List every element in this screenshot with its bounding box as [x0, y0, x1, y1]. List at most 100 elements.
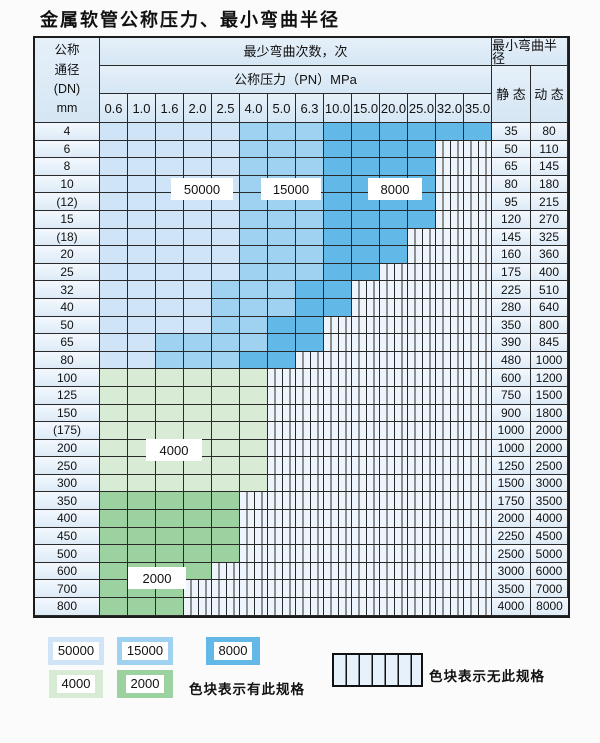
grid-cell-spec: [240, 386, 268, 405]
legend-swatch-8000: 8000: [206, 637, 260, 665]
grid-cell-spec: [324, 123, 352, 141]
grid-cell-no-spec: [436, 492, 464, 511]
grid-cell-no-spec: [436, 598, 464, 616]
grid-cell-spec: [100, 422, 128, 440]
grid-cell-no-spec: [408, 369, 436, 387]
grid-cell-spec: [184, 281, 212, 299]
legend-swatch-label: 15000: [121, 641, 169, 661]
grid-cell-no-spec: [436, 562, 464, 581]
static-radius-cell: 1250: [492, 457, 531, 475]
cycles-label-15000: 15000: [261, 178, 321, 200]
grid-cell-no-spec: [464, 386, 492, 405]
grid-cell-spec: [128, 457, 156, 475]
grid-cell-no-spec: [296, 457, 324, 475]
grid-cell-no-spec: [464, 316, 492, 335]
grid-cell-spec: [212, 334, 240, 352]
grid-cell-no-spec: [352, 562, 380, 581]
grid-cell-spec: [100, 404, 128, 423]
grid-cell-no-spec: [464, 527, 492, 546]
static-radius-cell: 750: [492, 386, 531, 405]
grid-cell-no-spec: [436, 298, 464, 317]
grid-cell-spec: [240, 246, 268, 264]
header-static: 静 态: [492, 66, 531, 123]
grid-cell-no-spec: [352, 439, 380, 458]
grid-cell-no-spec: [408, 562, 436, 581]
grid-cell-spec: [268, 228, 296, 247]
grid-cell-spec: [212, 422, 240, 440]
grid-cell-spec: [212, 123, 240, 141]
grid-cell-no-spec: [408, 404, 436, 423]
grid-cell-spec: [324, 228, 352, 247]
grid-cell-spec: [128, 228, 156, 247]
grid-cell-spec: [212, 492, 240, 511]
grid-cell-no-spec: [268, 369, 296, 387]
grid-cell-spec: [128, 175, 156, 194]
grid-cell-no-spec: [464, 457, 492, 475]
grid-cell-spec: [156, 457, 184, 475]
grid-cell-spec: [212, 457, 240, 475]
dn-cell: 250: [35, 457, 100, 475]
grid-cell-no-spec: [352, 492, 380, 511]
grid-cell-no-spec: [408, 545, 436, 563]
grid-cell-spec: [184, 510, 212, 528]
grid-cell-no-spec: [380, 351, 408, 370]
grid-cell-no-spec: [408, 439, 436, 458]
grid-cell-spec: [100, 334, 128, 352]
dynamic-radius-cell: 4000: [531, 510, 568, 528]
dn-cell: 450: [35, 527, 100, 546]
grid-cell-no-spec: [184, 580, 212, 599]
grid-cell-spec: [296, 334, 324, 352]
grid-cell-no-spec: [268, 386, 296, 405]
dynamic-radius-cell: 2000: [531, 422, 568, 440]
grid-cell-spec: [324, 298, 352, 317]
grid-cell-no-spec: [296, 492, 324, 511]
static-radius-cell: 2500: [492, 545, 531, 563]
dn-cell: 80: [35, 351, 100, 370]
static-radius-cell: 2250: [492, 527, 531, 546]
grid-cell-no-spec: [352, 351, 380, 370]
grid-cell-spec: [408, 158, 436, 176]
grid-cell-no-spec: [296, 404, 324, 423]
grid-cell-no-spec: [408, 492, 436, 511]
grid-cell-spec: [212, 369, 240, 387]
grid-cell-spec: [324, 210, 352, 229]
grid-cell-spec: [296, 298, 324, 317]
grid-cell-spec: [240, 457, 268, 475]
grid-cell-spec: [268, 210, 296, 229]
grid-cell-no-spec: [380, 386, 408, 405]
grid-cell-no-spec: [324, 316, 352, 335]
grid-cell-spec: [156, 474, 184, 493]
grid-cell-no-spec: [464, 510, 492, 528]
grid-cell-spec: [156, 386, 184, 405]
dynamic-radius-cell: 6000: [531, 562, 568, 581]
grid-cell-no-spec: [296, 351, 324, 370]
grid-cell-no-spec: [296, 474, 324, 493]
grid-cell-no-spec: [352, 527, 380, 546]
grid-cell-no-spec: [464, 298, 492, 317]
grid-cell-spec: [296, 210, 324, 229]
dn-cell: 350: [35, 492, 100, 511]
grid-cell-spec: [184, 404, 212, 423]
grid-cell-spec: [156, 527, 184, 546]
grid-cell-spec: [352, 140, 380, 159]
grid-cell-spec: [212, 316, 240, 335]
grid-cell-spec: [296, 246, 324, 264]
grid-cell-spec: [128, 510, 156, 528]
legend-hatch-swatch: [332, 653, 423, 687]
dynamic-radius-cell: 400: [531, 263, 568, 282]
legend-swatch-label: 50000: [52, 641, 100, 661]
grid-cell-no-spec: [464, 263, 492, 282]
grid-cell-spec: [156, 334, 184, 352]
grid-cell-no-spec: [324, 439, 352, 458]
grid-cell-spec: [324, 175, 352, 194]
static-radius-cell: 600: [492, 369, 531, 387]
grid-cell-spec: [156, 545, 184, 563]
grid-cell-no-spec: [436, 527, 464, 546]
dn-cell: 6: [35, 140, 100, 159]
grid-cell-spec: [184, 123, 212, 141]
grid-cell-spec: [184, 492, 212, 511]
grid-cell-spec: [212, 404, 240, 423]
grid-cell-no-spec: [408, 422, 436, 440]
grid-cell-no-spec: [324, 422, 352, 440]
header-pressure-value: 25.0: [408, 94, 436, 123]
